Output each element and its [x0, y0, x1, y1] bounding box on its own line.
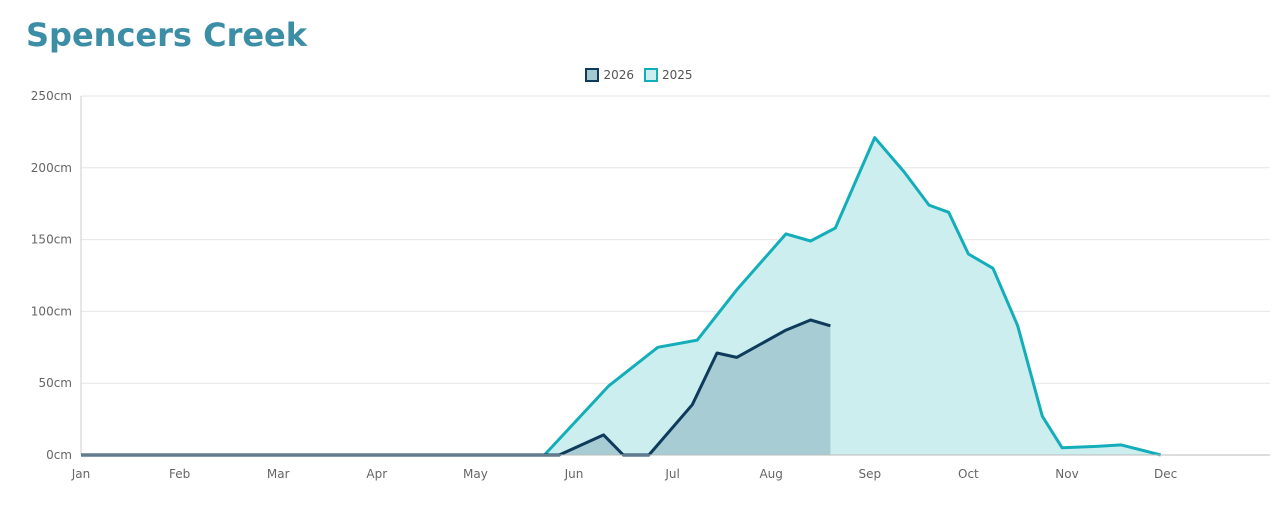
y-tick-label: 100cm: [31, 304, 72, 318]
legend-swatch-2026: [585, 68, 600, 82]
x-tick-label: Jul: [664, 467, 679, 481]
series-area-2025: [81, 137, 1161, 455]
legend-label-2026: 2026: [603, 68, 634, 82]
x-tick-label: Mar: [267, 467, 290, 481]
x-tick-label: May: [463, 467, 488, 481]
y-tick-label: 50cm: [38, 376, 72, 390]
x-tick-label: Jan: [71, 467, 91, 481]
page-title: Spencers Creek: [26, 16, 308, 54]
series-area-2026: [81, 320, 831, 455]
x-tick-label: Aug: [759, 467, 782, 481]
x-tick-label: Sep: [858, 467, 881, 481]
x-tick-label: Apr: [366, 467, 387, 481]
y-tick-label: 200cm: [31, 161, 72, 175]
y-tick-label: 150cm: [31, 233, 72, 247]
x-tick-label: Feb: [169, 467, 190, 481]
x-tick-label: Oct: [958, 467, 979, 481]
legend-swatch-2025: [644, 68, 658, 82]
series-line-2025: [81, 136, 1162, 457]
y-tick-label: 250cm: [31, 89, 72, 103]
x-tick-label: Jun: [564, 467, 584, 481]
x-tick-label: Dec: [1154, 467, 1177, 481]
x-tick-label: Nov: [1055, 467, 1078, 481]
legend-item-2025[interactable]: 2025: [644, 68, 693, 82]
series-line-2026: [81, 318, 831, 457]
legend-item-2026[interactable]: 2026: [585, 68, 634, 82]
legend-label-2025: 2025: [662, 68, 693, 82]
chart-legend: 2026 2025: [0, 68, 1278, 82]
y-tick-label: 0cm: [46, 448, 72, 462]
